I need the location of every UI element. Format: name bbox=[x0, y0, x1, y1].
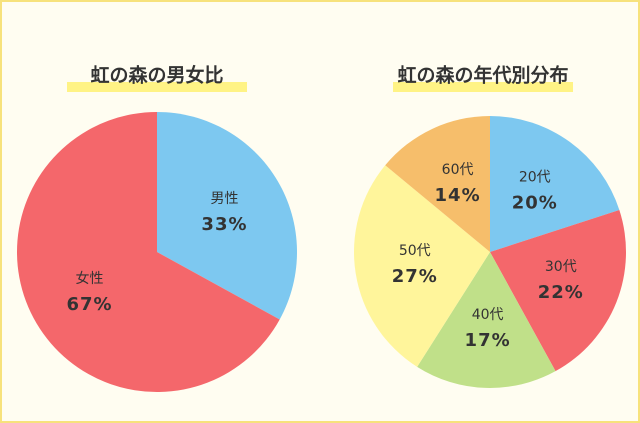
value-label: 17% bbox=[465, 330, 511, 351]
value-label: 67% bbox=[66, 294, 112, 315]
slice-label: 40代 bbox=[472, 307, 504, 323]
title-highlight bbox=[67, 82, 247, 92]
pie-slice bbox=[490, 209, 626, 372]
value-label: 14% bbox=[435, 185, 481, 206]
chart-title: 虹の森の年代別分布 bbox=[397, 64, 568, 87]
value-label: 27% bbox=[392, 266, 438, 287]
slice-label: 女性 bbox=[76, 270, 104, 287]
pie-slice bbox=[490, 116, 620, 252]
chart-title: 虹の森の男女比 bbox=[90, 64, 223, 87]
value-label: 22% bbox=[538, 282, 584, 303]
pie-slice bbox=[16, 111, 280, 392]
pie-slice bbox=[385, 116, 490, 252]
slice-label: 男性 bbox=[210, 191, 238, 207]
value-label: 33% bbox=[201, 214, 247, 235]
pie-slice bbox=[157, 112, 297, 320]
pie-slice bbox=[354, 165, 490, 367]
slice-label: 30代 bbox=[545, 259, 577, 275]
slice-label: 60代 bbox=[442, 162, 474, 178]
slice-label: 50代 bbox=[399, 243, 431, 259]
title-highlight bbox=[393, 82, 573, 92]
pie-slice bbox=[417, 252, 556, 388]
slice-label: 20代 bbox=[519, 169, 551, 185]
value-label: 20% bbox=[512, 192, 558, 213]
